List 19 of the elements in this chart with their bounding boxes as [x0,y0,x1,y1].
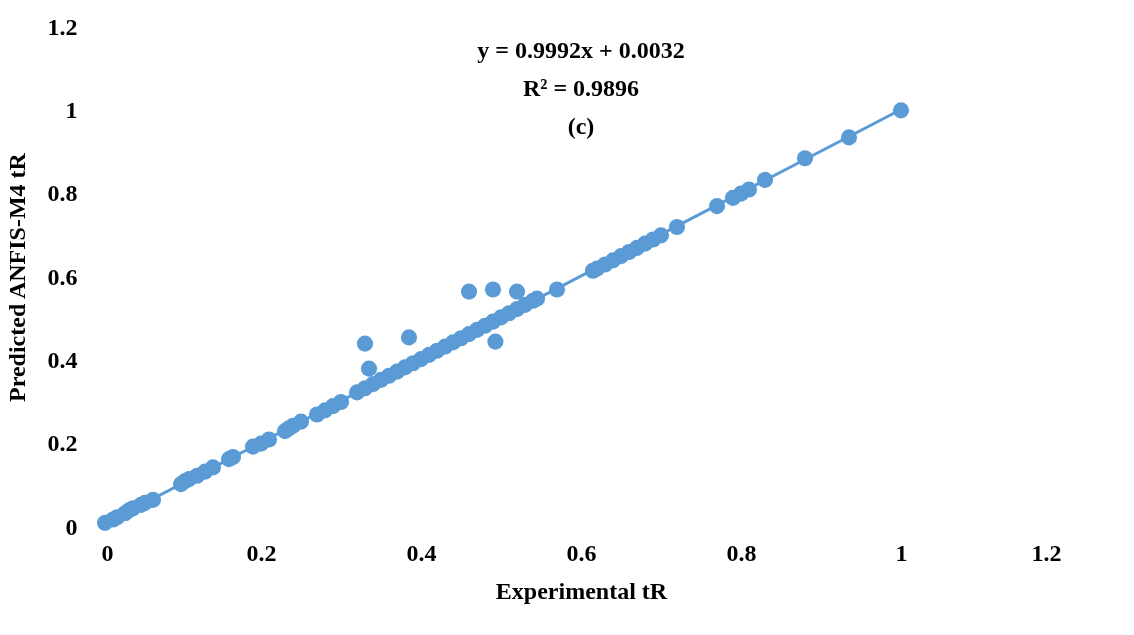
x-tick-label: 0.8 [726,539,757,566]
y-tick-label: 1 [65,96,78,123]
x-tick-label: 1 [895,539,908,566]
x-tick-label: 0.6 [566,539,597,566]
x-tick-label: 0.4 [406,539,437,566]
y-tick-label: 0.8 [47,180,78,207]
y-tick-label: 0.2 [47,430,78,457]
x-axis-title: Experimental tR [495,577,668,604]
annotation: y = 0.9992x + 0.0032 [477,37,685,63]
x-tick-label: 0.2 [246,539,277,566]
y-tick-label: 0.6 [47,263,78,290]
y-tick-label: 0.4 [47,346,78,373]
annotation: R² = 0.9896 [522,75,640,101]
y-tick-label: 0 [65,513,78,540]
y-tick-label: 1.2 [47,13,78,40]
x-tick-label: 0 [101,539,114,566]
annotation: (c) [567,113,595,139]
y-axis-title: Predicted ANFIS-M4 tR [3,152,30,402]
x-tick-label: 1.2 [1031,539,1062,566]
